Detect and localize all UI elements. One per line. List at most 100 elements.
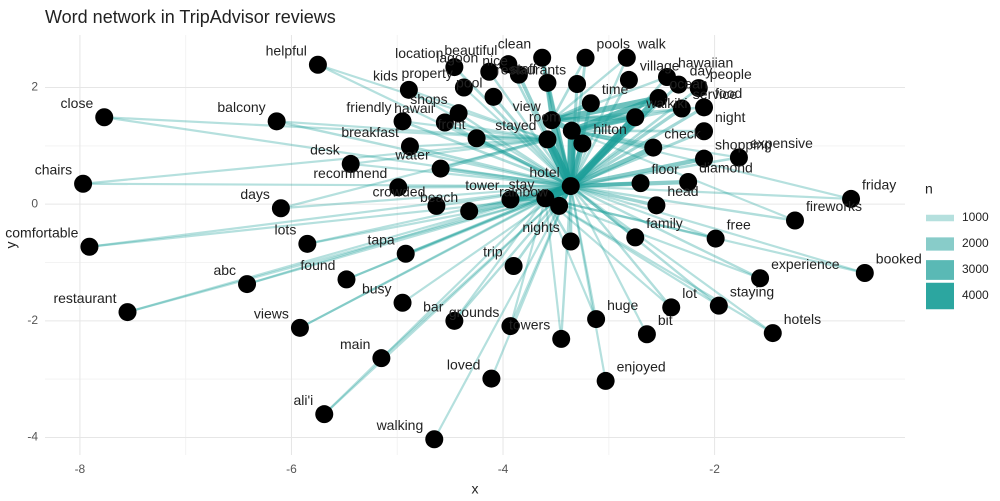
edge bbox=[568, 156, 707, 189]
node bbox=[568, 75, 587, 93]
node bbox=[709, 296, 728, 315]
x-tick-label: -2 bbox=[709, 462, 720, 476]
edge bbox=[433, 184, 572, 441]
node-label: people bbox=[710, 66, 752, 82]
legend-label: 4000 bbox=[962, 288, 989, 302]
edge bbox=[569, 78, 631, 188]
node-label: service bbox=[693, 86, 738, 102]
node-label: chairs bbox=[35, 161, 72, 177]
edge bbox=[569, 184, 598, 321]
edge bbox=[275, 120, 572, 188]
y-tick-label: 2 bbox=[31, 80, 38, 94]
edge bbox=[569, 184, 673, 309]
node bbox=[454, 78, 473, 97]
node-label: time bbox=[602, 81, 629, 97]
node bbox=[315, 405, 334, 424]
edge bbox=[569, 105, 706, 188]
edge bbox=[438, 166, 573, 188]
edge bbox=[517, 72, 573, 188]
y-tick-label: -4 bbox=[27, 430, 38, 444]
legend-label: 1000 bbox=[962, 210, 989, 224]
x-tick-label: -6 bbox=[286, 462, 297, 476]
edge bbox=[81, 182, 572, 188]
x-tick-label: -4 bbox=[498, 462, 509, 476]
edge bbox=[544, 197, 673, 309]
edge bbox=[345, 197, 547, 281]
node-label: diamond bbox=[699, 160, 753, 176]
edge bbox=[569, 184, 659, 207]
node bbox=[706, 229, 725, 248]
edge bbox=[492, 95, 573, 188]
node bbox=[372, 349, 391, 368]
node bbox=[695, 149, 714, 168]
edge bbox=[453, 65, 573, 188]
edge bbox=[569, 184, 797, 222]
node bbox=[400, 137, 419, 156]
edge bbox=[126, 184, 572, 314]
node-label: room bbox=[529, 108, 561, 124]
node-label: fireworks bbox=[806, 198, 862, 214]
node-label: food bbox=[715, 85, 742, 101]
node-label: desk bbox=[310, 142, 341, 158]
node bbox=[842, 189, 861, 208]
node-label: lagoon bbox=[436, 49, 478, 65]
node bbox=[425, 430, 444, 449]
node bbox=[695, 98, 714, 117]
node bbox=[399, 80, 418, 99]
node bbox=[80, 237, 99, 256]
node bbox=[619, 70, 638, 89]
node-label: tapa bbox=[367, 231, 394, 247]
node-label: breakfast bbox=[341, 124, 399, 140]
edge bbox=[81, 138, 549, 185]
node bbox=[729, 148, 748, 167]
edge bbox=[396, 184, 573, 189]
node bbox=[679, 173, 698, 191]
node-label: comfortable bbox=[5, 224, 78, 240]
edge bbox=[323, 197, 547, 416]
node bbox=[662, 298, 681, 317]
node-label: grounds bbox=[449, 304, 500, 320]
node bbox=[393, 293, 412, 312]
edge bbox=[408, 145, 573, 188]
node bbox=[536, 189, 555, 208]
node bbox=[480, 62, 499, 81]
edge bbox=[407, 88, 549, 141]
edge bbox=[349, 162, 572, 188]
edge bbox=[443, 121, 549, 141]
node bbox=[449, 104, 468, 123]
node-label: check bbox=[664, 125, 702, 141]
node-label: ali'i bbox=[293, 392, 313, 408]
node-label: lots bbox=[275, 222, 297, 238]
node bbox=[695, 122, 714, 141]
y-tick-label: 0 bbox=[31, 196, 38, 210]
node-label: trip bbox=[483, 244, 503, 260]
node-label: night bbox=[715, 109, 745, 125]
node bbox=[533, 48, 552, 67]
node-label: recommend bbox=[313, 165, 387, 181]
node-label: found bbox=[300, 257, 335, 273]
node bbox=[499, 55, 518, 74]
node-label: nice bbox=[482, 52, 508, 68]
node bbox=[341, 154, 360, 173]
node bbox=[626, 108, 645, 127]
node-label: pool bbox=[456, 75, 482, 91]
node bbox=[396, 244, 415, 263]
edge bbox=[245, 197, 547, 286]
edge bbox=[306, 184, 572, 245]
node-label: kids bbox=[373, 68, 398, 84]
edge bbox=[544, 197, 598, 321]
edge bbox=[457, 111, 572, 188]
node-label: enjoyed bbox=[617, 359, 666, 375]
edge bbox=[568, 145, 656, 189]
edge bbox=[544, 197, 717, 240]
node-label: hotel bbox=[529, 164, 559, 180]
node-label: hotels bbox=[784, 311, 821, 327]
legend-title: n bbox=[925, 181, 933, 197]
edge bbox=[570, 129, 853, 201]
node-label: hawaii bbox=[394, 100, 434, 116]
edge bbox=[544, 197, 762, 280]
edge bbox=[569, 184, 721, 307]
edge bbox=[568, 114, 639, 134]
